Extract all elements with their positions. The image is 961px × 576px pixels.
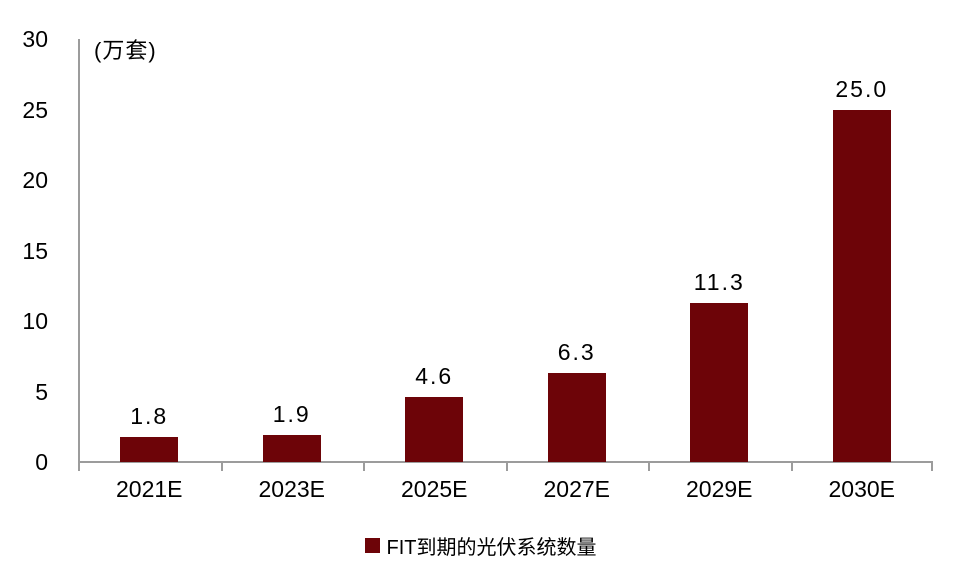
bar-2027E	[547, 373, 606, 462]
bar-2025E	[405, 397, 464, 462]
bar-2023E	[262, 435, 321, 462]
x-axis-tick	[78, 462, 80, 471]
y-tick-label: 10	[22, 308, 48, 334]
legend-swatch	[364, 538, 380, 553]
x-axis-label-2029E: 2029E	[685, 476, 753, 502]
x-axis-label-2025E: 2025E	[400, 476, 468, 502]
bar-2029E	[690, 302, 749, 462]
y-axis-tick-labels: 0 5 10 15 20 25 30	[0, 26, 48, 475]
legend-label: FIT到期的光伏系统数量	[386, 537, 597, 559]
x-axis-label-2023E: 2023E	[258, 476, 325, 502]
x-axis-label-2030E: 2030E	[828, 476, 895, 502]
y-axis-unit-label: (万套)	[94, 38, 157, 63]
x-axis-tick	[931, 462, 933, 471]
y-tick-label: 20	[22, 167, 48, 193]
bar-value-label: 1.8	[130, 402, 169, 429]
y-tick-label: 5	[35, 378, 48, 405]
y-tick-label: 25	[22, 96, 48, 123]
plot-area: 1.8 1.9 4.6 6.3 11.3 25.0 2021E 2023E 2025E 2027…	[78, 39, 933, 502]
bar-value-label: 6.3	[557, 339, 596, 366]
y-axis-line	[78, 39, 80, 462]
legend: FIT到期的光伏系统数量	[0, 531, 961, 560]
bar-2030E	[832, 109, 891, 462]
x-axis-label-2021E: 2021E	[115, 476, 183, 502]
bar-value-label: 1.9	[272, 401, 311, 428]
x-axis-tick	[220, 462, 223, 471]
bar-2021E	[120, 436, 179, 462]
bar-value-label: 25.0	[835, 75, 889, 102]
y-tick-label: 30	[22, 26, 48, 52]
x-axis-tick	[648, 462, 650, 471]
x-axis-tick	[363, 462, 365, 471]
bar-value-label: 11.3	[693, 268, 745, 295]
y-tick-label: 15	[22, 237, 48, 264]
bar-value-label: 4.6	[415, 363, 454, 390]
x-axis-label-2027E: 2027E	[543, 476, 610, 502]
y-tick-label: 0	[35, 449, 48, 475]
x-axis-tick	[790, 462, 793, 471]
x-axis-tick	[505, 462, 508, 471]
